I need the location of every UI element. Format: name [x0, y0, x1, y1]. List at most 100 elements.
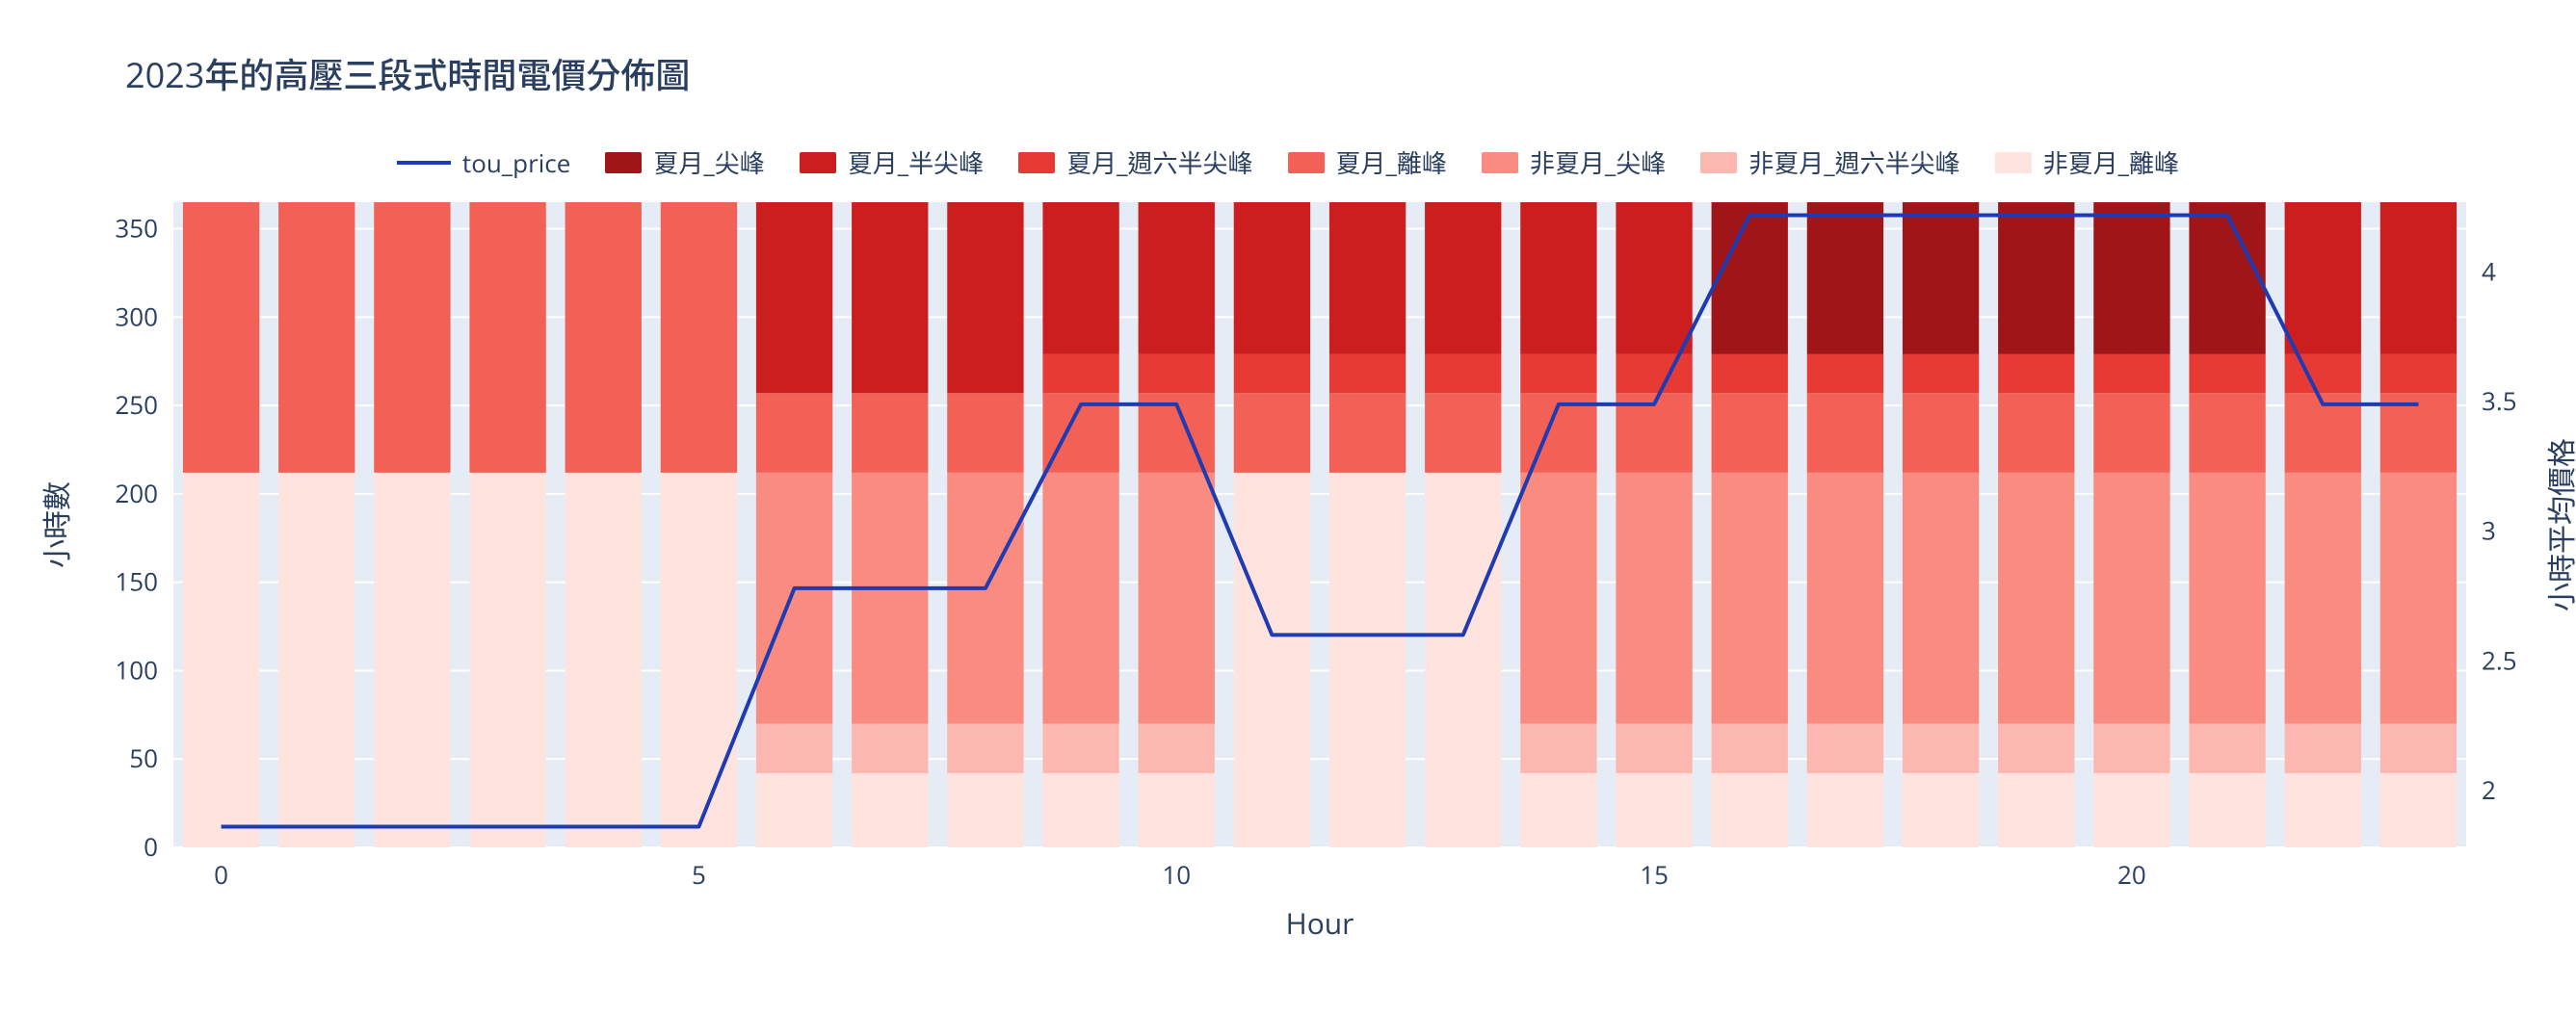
bar-summer_off[interactable]: [469, 202, 545, 473]
bar-summer_half[interactable]: [1139, 202, 1215, 354]
bar-nonsummer_peak[interactable]: [1807, 473, 1883, 724]
bar-summer_off[interactable]: [2189, 393, 2265, 473]
bar-summer_half[interactable]: [1616, 202, 1692, 354]
bar-nonsummer_sat_half[interactable]: [1042, 724, 1118, 773]
bar-summer_off[interactable]: [565, 202, 642, 473]
bar-summer_half[interactable]: [852, 202, 928, 393]
bar-nonsummer_peak[interactable]: [852, 473, 928, 724]
bar-nonsummer_off[interactable]: [2380, 773, 2457, 847]
bar-summer_sat_half[interactable]: [1329, 354, 1406, 393]
bar-summer_off[interactable]: [852, 393, 928, 473]
bar-nonsummer_sat_half[interactable]: [1139, 724, 1215, 773]
bar-summer_off[interactable]: [1998, 393, 2074, 473]
bar-summer_off[interactable]: [183, 202, 259, 473]
bar-summer_off[interactable]: [1712, 393, 1788, 473]
bar-nonsummer_peak[interactable]: [2285, 473, 2361, 724]
bar-nonsummer_peak[interactable]: [1903, 473, 1979, 724]
bar-nonsummer_off[interactable]: [1998, 773, 2074, 847]
bar-nonsummer_off[interactable]: [852, 773, 928, 847]
bar-nonsummer_off[interactable]: [2093, 773, 2169, 847]
bar-summer_off[interactable]: [1329, 393, 1406, 473]
bar-nonsummer_sat_half[interactable]: [2380, 724, 2457, 773]
bar-nonsummer_off[interactable]: [1712, 773, 1788, 847]
bar-nonsummer_peak[interactable]: [1616, 473, 1692, 724]
bar-nonsummer_sat_half[interactable]: [1712, 724, 1788, 773]
plot-area[interactable]: 05010015020025030035022.533.5405101520Ho…: [0, 0, 2576, 982]
bar-nonsummer_off[interactable]: [1616, 773, 1692, 847]
bar-summer_half[interactable]: [1520, 202, 1596, 354]
bar-summer_sat_half[interactable]: [1616, 354, 1692, 393]
bar-nonsummer_off[interactable]: [1807, 773, 1883, 847]
bar-summer_peak[interactable]: [2189, 202, 2265, 354]
bar-summer_off[interactable]: [2093, 393, 2169, 473]
bar-summer_half[interactable]: [1425, 202, 1501, 354]
bar-nonsummer_peak[interactable]: [756, 473, 832, 724]
bar-nonsummer_off[interactable]: [2189, 773, 2265, 847]
bar-summer_sat_half[interactable]: [1042, 354, 1118, 393]
bar-nonsummer_off[interactable]: [1139, 773, 1215, 847]
bar-summer_sat_half[interactable]: [2189, 354, 2265, 393]
bar-summer_off[interactable]: [1425, 393, 1501, 473]
bar-nonsummer_peak[interactable]: [2093, 473, 2169, 724]
bar-nonsummer_sat_half[interactable]: [852, 724, 928, 773]
bar-nonsummer_off[interactable]: [278, 473, 355, 847]
bar-summer_half[interactable]: [1329, 202, 1406, 354]
bar-summer_sat_half[interactable]: [2285, 354, 2361, 393]
bar-nonsummer_sat_half[interactable]: [1903, 724, 1979, 773]
bar-summer_half[interactable]: [2380, 202, 2457, 354]
bar-summer_peak[interactable]: [1998, 202, 2074, 354]
bar-summer_sat_half[interactable]: [1520, 354, 1596, 393]
bar-summer_off[interactable]: [1807, 393, 1883, 473]
bar-summer_sat_half[interactable]: [1234, 354, 1310, 393]
bar-nonsummer_off[interactable]: [1425, 473, 1501, 847]
bar-summer_sat_half[interactable]: [1998, 354, 2074, 393]
bar-nonsummer_sat_half[interactable]: [1807, 724, 1883, 773]
bar-nonsummer_sat_half[interactable]: [2093, 724, 2169, 773]
bar-summer_off[interactable]: [947, 393, 1023, 473]
bar-summer_sat_half[interactable]: [1807, 354, 1883, 393]
bar-nonsummer_sat_half[interactable]: [1616, 724, 1692, 773]
bar-nonsummer_off[interactable]: [1042, 773, 1118, 847]
bar-nonsummer_off[interactable]: [565, 473, 642, 847]
bar-summer_half[interactable]: [2285, 202, 2361, 354]
bar-nonsummer_peak[interactable]: [1712, 473, 1788, 724]
bar-summer_half[interactable]: [1042, 202, 1118, 354]
bar-summer_half[interactable]: [756, 202, 832, 393]
bar-nonsummer_off[interactable]: [661, 473, 737, 847]
bar-nonsummer_peak[interactable]: [1520, 473, 1596, 724]
bar-summer_peak[interactable]: [1712, 202, 1788, 354]
bar-nonsummer_off[interactable]: [947, 773, 1023, 847]
bar-summer_sat_half[interactable]: [1139, 354, 1215, 393]
bar-nonsummer_off[interactable]: [1903, 773, 1979, 847]
bar-summer_off[interactable]: [374, 202, 450, 473]
bar-summer_sat_half[interactable]: [2093, 354, 2169, 393]
bar-summer_sat_half[interactable]: [2380, 354, 2457, 393]
bar-nonsummer_sat_half[interactable]: [2285, 724, 2361, 773]
bar-summer_peak[interactable]: [1807, 202, 1883, 354]
bar-summer_sat_half[interactable]: [1425, 354, 1501, 393]
bar-summer_off[interactable]: [661, 202, 737, 473]
bar-summer_sat_half[interactable]: [1712, 354, 1788, 393]
bar-summer_sat_half[interactable]: [1903, 354, 1979, 393]
bar-nonsummer_off[interactable]: [756, 773, 832, 847]
bar-nonsummer_sat_half[interactable]: [2189, 724, 2265, 773]
bar-nonsummer_sat_half[interactable]: [947, 724, 1023, 773]
bar-nonsummer_sat_half[interactable]: [1520, 724, 1596, 773]
bar-nonsummer_off[interactable]: [469, 473, 545, 847]
bar-summer_off[interactable]: [756, 393, 832, 473]
bar-nonsummer_off[interactable]: [1329, 473, 1406, 847]
bar-summer_off[interactable]: [278, 202, 355, 473]
bar-nonsummer_sat_half[interactable]: [756, 724, 832, 773]
bar-nonsummer_peak[interactable]: [2189, 473, 2265, 724]
bar-nonsummer_off[interactable]: [183, 473, 259, 847]
bar-nonsummer_peak[interactable]: [1998, 473, 2074, 724]
bar-nonsummer_peak[interactable]: [947, 473, 1023, 724]
bar-summer_peak[interactable]: [2093, 202, 2169, 354]
bar-summer_off[interactable]: [1903, 393, 1979, 473]
bar-summer_off[interactable]: [1234, 393, 1310, 473]
bar-summer_half[interactable]: [947, 202, 1023, 393]
bar-summer_half[interactable]: [1234, 202, 1310, 354]
bar-nonsummer_off[interactable]: [1234, 473, 1310, 847]
bar-nonsummer_off[interactable]: [2285, 773, 2361, 847]
bar-nonsummer_off[interactable]: [374, 473, 450, 847]
